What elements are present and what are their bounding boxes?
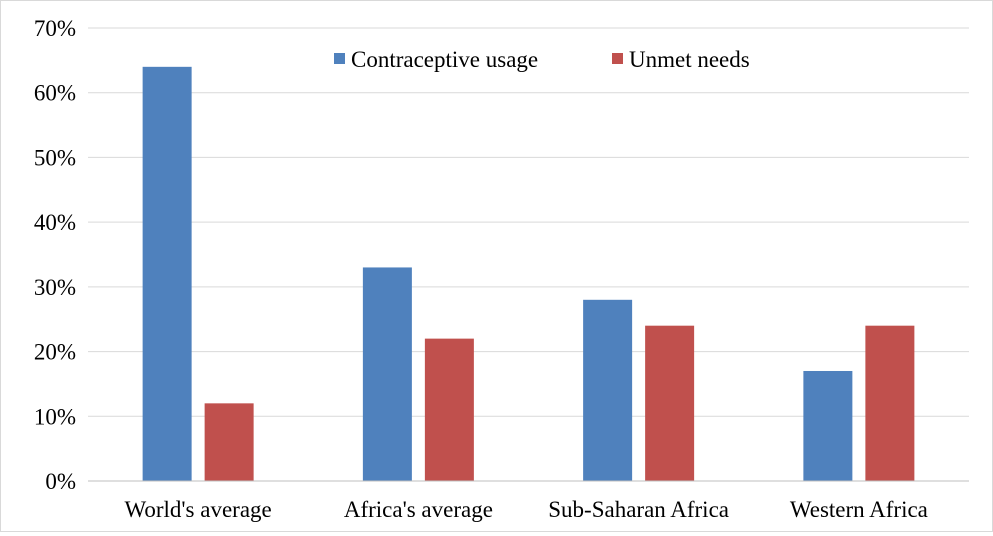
bars — [142, 66, 915, 481]
y-tick-label: 40% — [34, 210, 76, 235]
bar-unmet-needs — [865, 325, 915, 481]
y-tick-label: 50% — [34, 145, 76, 170]
bar-contraceptive-usage — [142, 66, 192, 481]
y-tick-label: 30% — [34, 275, 76, 300]
legend-label: Contraceptive usage — [351, 47, 538, 72]
y-axis: 0% 10% 20% 30% 40% 50% 60% 70% — [34, 16, 76, 494]
x-tick-label: Africa's average — [344, 497, 493, 522]
x-tick-label: Western Africa — [790, 497, 928, 522]
legend-swatch — [334, 53, 345, 64]
x-tick-label: World's average — [124, 497, 271, 522]
legend-swatch — [612, 53, 623, 64]
bar-unmet-needs — [645, 325, 695, 481]
bar-contraceptive-usage — [583, 299, 633, 481]
x-axis: World's average Africa's average Sub-Sahar… — [88, 480, 969, 522]
y-tick-label: 10% — [34, 404, 76, 429]
y-tick-label: 70% — [34, 16, 76, 41]
bar-unmet-needs — [204, 403, 254, 481]
legend-label: Unmet needs — [629, 47, 750, 72]
y-tick-label: 20% — [34, 340, 76, 365]
y-tick-label: 0% — [45, 469, 76, 494]
legend: Contraceptive usage Unmet needs — [334, 47, 750, 72]
bar-contraceptive-usage — [803, 370, 853, 481]
y-tick-label: 60% — [34, 81, 76, 106]
bar-contraceptive-usage — [362, 267, 412, 481]
x-tick-label: Sub-Saharan Africa — [548, 497, 729, 522]
bar-unmet-needs — [424, 338, 474, 481]
